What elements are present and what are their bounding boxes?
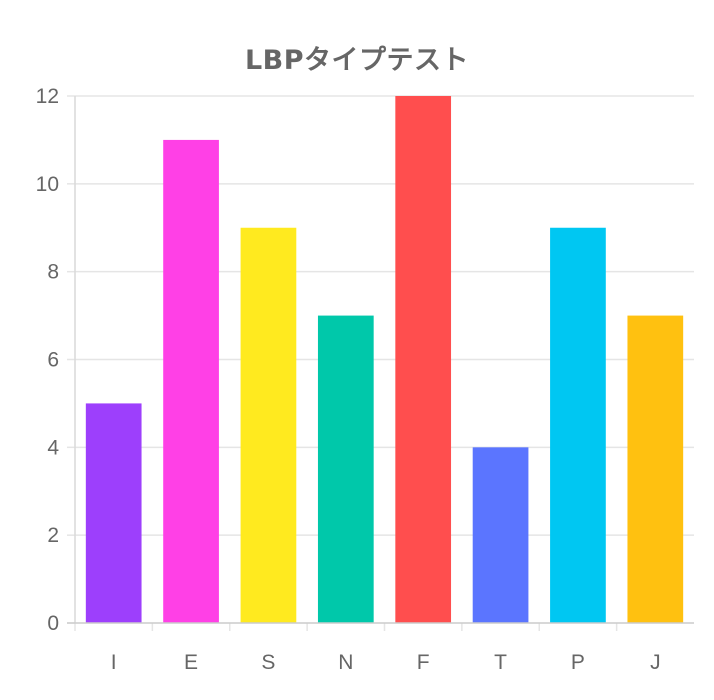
axes [67,96,694,624]
chart-title: LBPタイプテスト [244,45,470,76]
bar-p[interactable] [550,227,606,623]
y-tick-label: 12 [36,85,59,108]
x-tick-label-j: J [650,651,661,674]
y-tick-label: 2 [47,524,59,547]
x-tick-label-e: E [184,651,198,674]
y-tick-label: 0 [47,612,59,635]
bar-t[interactable] [472,447,529,623]
x-tick-label-t: T [494,651,507,674]
y-tick-label: 8 [47,261,59,284]
bar-n[interactable] [317,315,374,623]
x-tick-label-n: N [338,651,353,674]
y-tick-label: 6 [47,349,59,372]
bar-e[interactable] [163,139,219,623]
y-tick-label: 4 [47,436,59,459]
bar-s[interactable] [240,227,297,623]
x-tick-label-s: S [261,651,275,674]
bar-f[interactable] [395,96,452,623]
y-tick-label: 10 [36,173,59,196]
bar-j[interactable] [627,315,684,623]
bars [85,96,684,623]
bar-i[interactable] [85,403,142,623]
x-tick-label-p: P [571,651,585,674]
y-tick-labels: 0 2 4 6 8 10 12 [36,85,60,635]
x-tick-label-f: F [417,651,430,674]
x-tick-label-i: I [111,651,117,674]
